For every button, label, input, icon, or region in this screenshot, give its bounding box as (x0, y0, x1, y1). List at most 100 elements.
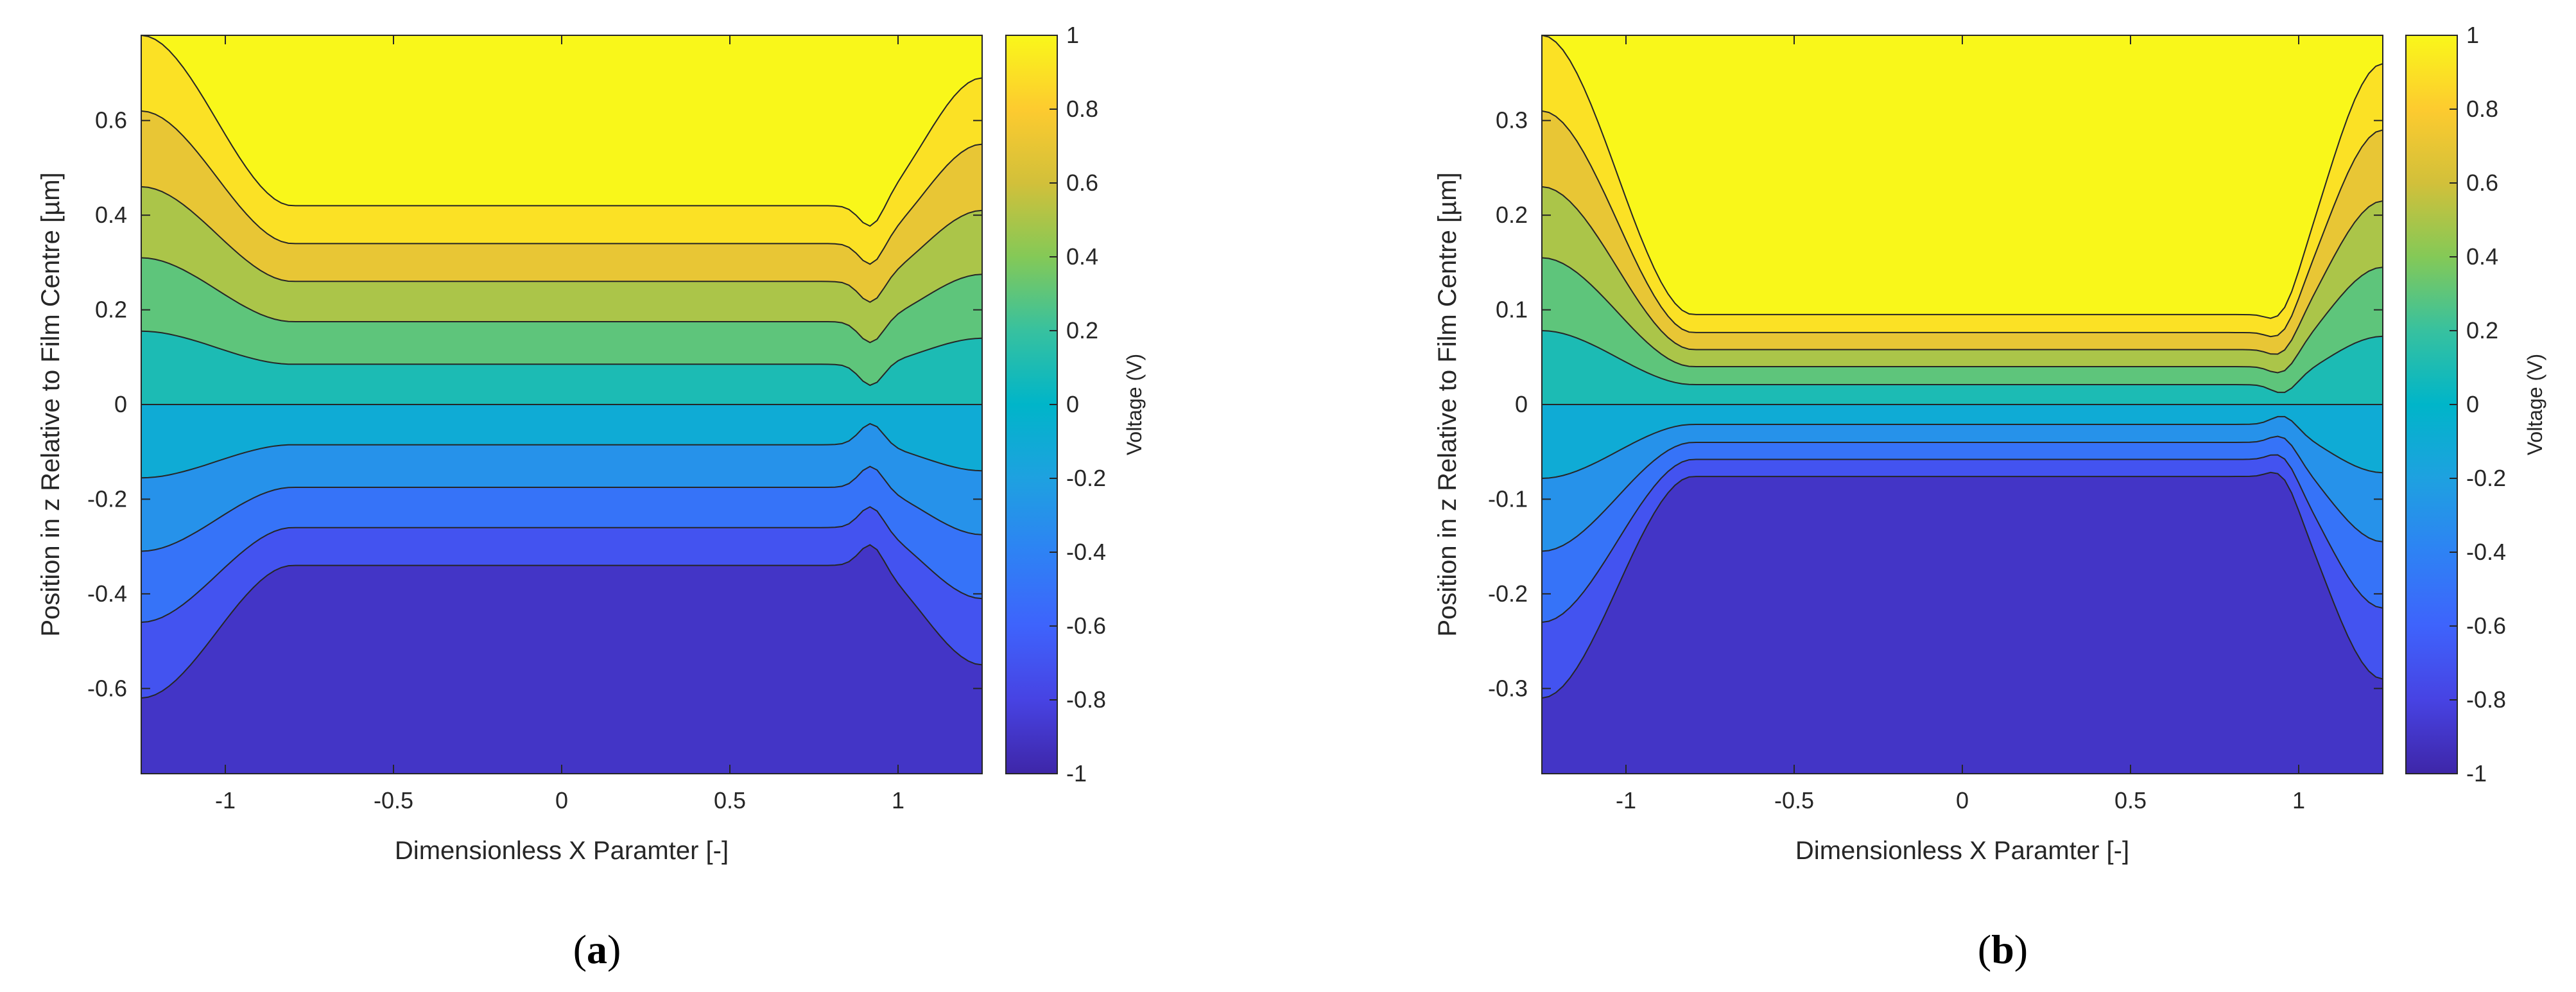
panel-b-contour-line-3 (1542, 435, 2383, 552)
panel-a-y-tick-label: 0.6 (95, 107, 127, 134)
panel-a-contour-lines (141, 35, 982, 699)
panel-b-y-axis-ticks: -0.3 -0.2 -0.1 0 0.1 0.2 0.3 (1488, 107, 2383, 701)
panel-b-contour-line-10 (1542, 35, 2383, 319)
panel-a-band-10 (141, 35, 982, 265)
panel-a-band-9 (141, 110, 982, 302)
panel-a-contour-line-10 (141, 35, 982, 227)
panel-b-y-tick-label: 0 (1515, 391, 1528, 417)
panel-b-colorbar-tick-label: -0.4 (2466, 539, 2506, 565)
panel-b-caption-close: ) (2014, 927, 2028, 972)
panel-a-band-5 (141, 405, 982, 478)
panel-a-colorbar-tick-label: 0.8 (1066, 96, 1098, 122)
panel-b-colorbar-tick-label: 0.2 (2466, 317, 2498, 344)
panel-a-contour-bands (141, 35, 982, 774)
panel-a-caption-close: ) (607, 927, 621, 972)
panel-b-band-5 (1542, 405, 2383, 478)
panel-a-contour-line-4 (141, 422, 982, 479)
panel-b-colorbar-tick-label: 0.8 (2466, 96, 2498, 122)
panel-a-colorbar-tick-label: 0 (1066, 391, 1079, 417)
panel-b-contour-line-6 (1542, 330, 2383, 394)
panel-a-x-tick-label: 0 (555, 787, 568, 814)
panel-b-contour-line-2 (1542, 454, 2383, 623)
panel-a-band-2 (141, 507, 982, 699)
panel-b-contour-lines (1542, 35, 2383, 699)
panel-b-caption-letter: b (1991, 927, 2014, 972)
panel-a-x-tick-label: -0.5 (374, 787, 413, 814)
panel-a-x-tick-label: -1 (215, 787, 236, 814)
panel-b-contour-line-9 (1542, 110, 2383, 338)
panel-b-plot-area (1542, 35, 2383, 774)
panel-b-y-axis-label: Position in z Relative to Film Centre [µ… (1433, 172, 1462, 636)
panel-b-x-axis-ticks: -1 -0.5 0 0.5 1 (1616, 35, 2305, 814)
panel-a-contour-line-2 (141, 506, 982, 623)
panel-a-plot-area (141, 35, 982, 774)
panel-a-band-4 (141, 423, 982, 552)
panel-a-caption-letter: a (587, 927, 607, 972)
panel-a-x-axis-ticks: -1 -0.5 0 0.5 1 (215, 35, 904, 814)
panel-a-band-7 (141, 257, 982, 386)
panel-b-colorbar-tick-label: -1 (2466, 760, 2487, 787)
panel-b-caption-open: ( (1978, 927, 1991, 972)
panel-b-colorbar-tick-label: 0 (2466, 391, 2479, 417)
panel-a-caption-open: ( (573, 927, 587, 972)
panel-b-colorbar-label: Voltage (V) (2523, 354, 2546, 455)
panel-a-caption: (a) (573, 927, 621, 972)
panel-a-colorbar-label: Voltage (V) (1123, 354, 1146, 455)
panel-a-y-axis-label: Position in z Relative to Film Centre [µ… (37, 172, 65, 636)
panel-b-colorbar-tick-label: 0.4 (2466, 243, 2498, 270)
panel-b-contour-line-4 (1542, 415, 2383, 479)
panel-a-y-tick-label: -0.4 (87, 580, 127, 607)
panel-b-y-tick-label: 0.1 (1496, 297, 1528, 323)
panel-b-y-tick-label: -0.1 (1488, 485, 1528, 512)
panel-b-colorbar-tick-label: -0.8 (2466, 686, 2506, 713)
panel-a-y-tick-label: 0.2 (95, 297, 127, 323)
panel-b-colorbar: -1 -0.8 -0.6 -0.4 -0.2 0 0.2 0.4 0.6 0.8 1 Voltage… (2405, 22, 2546, 787)
panel-b-colorbar-tick-label: 0.6 (2466, 170, 2498, 196)
panel-a-colorbar-tick-label: -0.8 (1066, 686, 1106, 713)
panel-b-band-6 (1542, 331, 2383, 405)
panel-a-colorbar-tick-label: -0.4 (1066, 539, 1106, 565)
panel-a-colorbar-ticks: -1 -0.8 -0.6 -0.4 -0.2 0 0.2 0.4 0.6 0.8 1 (1050, 22, 1106, 787)
panel-a-colorbar-tick-label: 0.6 (1066, 170, 1098, 196)
panel-a-x-axis-label: Dimensionless X Paramter [-] (395, 837, 729, 865)
panel-b-colorbar-ticks: -1 -0.8 -0.6 -0.4 -0.2 0 0.2 0.4 0.6 0.8 1 (2450, 22, 2506, 787)
panel-b-x-tick-label: 1 (2292, 787, 2305, 814)
panel-a-band-8 (141, 186, 982, 343)
panel-b-band-7 (1542, 257, 2383, 393)
panel-a-contour-line-7 (141, 257, 982, 344)
panel-b-colorbar-gradient (2405, 35, 2458, 774)
panel-a-colorbar-tick-label: -0.2 (1066, 465, 1106, 491)
panel-b-x-tick-label: -0.5 (1774, 787, 1814, 814)
panel-a-y-tick-label: 0.4 (95, 202, 127, 228)
panel-a-contour-line-3 (141, 466, 982, 552)
panel-b-x-tick-label: -1 (1616, 787, 1636, 814)
panel-b-colorbar-tick-label: -0.6 (2466, 613, 2506, 639)
panel-b-band-4 (1542, 416, 2383, 552)
panel-b-band-1 (1542, 472, 2383, 774)
panel-a-colorbar-tick-label: 0.2 (1066, 317, 1098, 344)
panel-a-band-3 (141, 466, 982, 623)
panel-a-y-tick-label: -0.6 (87, 675, 127, 701)
panel-b-contour-bands (1542, 35, 2383, 774)
panel-a-y-tick-label: 0 (114, 391, 127, 417)
panel-a-x-tick-label: 0.5 (714, 787, 746, 814)
panel-b-colorbar-tick-label: 1 (2466, 22, 2479, 48)
panel-b-colorbar-tick-label: -0.2 (2466, 465, 2506, 491)
panel-b-y-tick-label: 0.2 (1496, 202, 1528, 228)
panel-a-colorbar-tick-label: -0.6 (1066, 613, 1106, 639)
panel-a-y-axis-ticks: -0.6 -0.4 -0.2 0 0.2 0.4 0.6 (87, 107, 982, 701)
panel-a-contour-line-8 (141, 186, 982, 303)
panel-a-contour-line-6 (141, 330, 982, 387)
panel-b-caption: (b) (1978, 927, 2028, 972)
panel-b-contour-line-1 (1542, 471, 2383, 699)
panel-a-band-6 (141, 331, 982, 405)
panel-a-x-tick-label: 1 (892, 787, 904, 814)
panel-b-x-tick-label: 0.5 (2114, 787, 2147, 814)
panel-a-colorbar-tick-label: 0.4 (1066, 243, 1098, 270)
panel-b-contour-line-7 (1542, 257, 2383, 374)
panel-a-y-tick-label: -0.2 (87, 485, 127, 512)
panel-a-colorbar-tick-label: -1 (1066, 760, 1087, 787)
panel-b: -1 -0.5 0 0.5 1 -0.3 -0.2 -0.1 0 0.1 0.2 0.3 Dimen… (1433, 22, 2546, 972)
panel-b-y-tick-label: 0.3 (1496, 107, 1528, 134)
